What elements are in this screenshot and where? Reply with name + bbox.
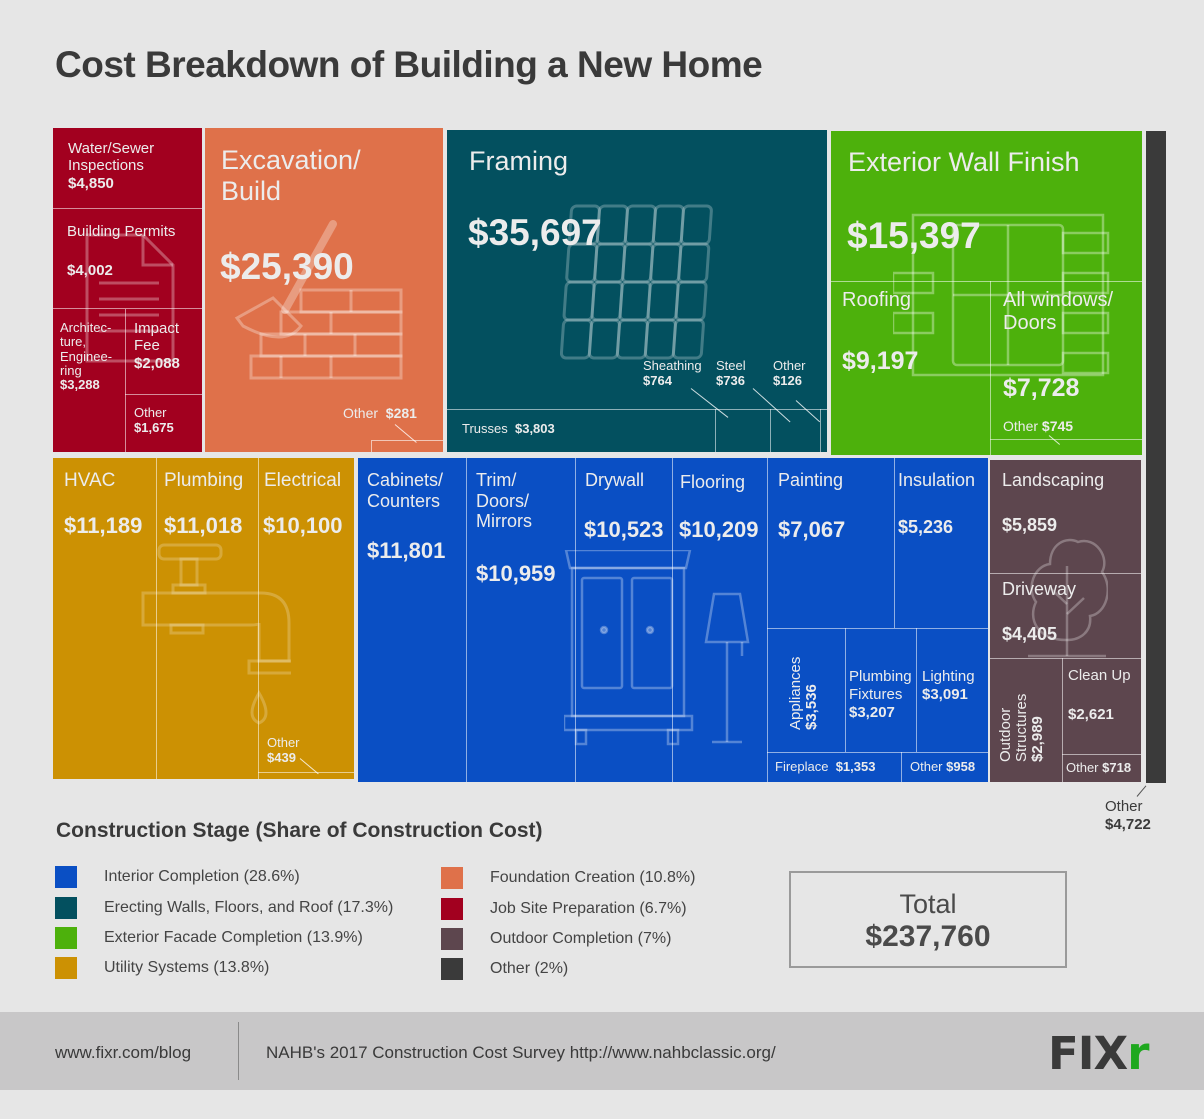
block-hvac-label: HVAC bbox=[64, 470, 116, 491]
block-roofing-label: Roofing bbox=[842, 289, 911, 311]
block-windows-label: All windows/ Doors bbox=[1003, 289, 1114, 334]
footer-divider bbox=[238, 1022, 239, 1080]
block-impact-fee: Impact Fee $2,088 bbox=[134, 320, 180, 372]
block-architecture: Architec- ture, Enginee- ring $3,288 bbox=[60, 320, 113, 393]
block-trim-value: $10,959 bbox=[476, 561, 556, 586]
block-fireplace: Fireplace $1,353 bbox=[775, 759, 876, 774]
block-outdoor-structures: Outdoor Structures $2,989 bbox=[997, 693, 1046, 762]
block-flooring-label: Flooring bbox=[680, 472, 746, 492]
block-insulation-value: $5,236 bbox=[898, 517, 954, 537]
group-outdoor-completion: Landscaping $5,859 Driveway $4,405 Outdo… bbox=[990, 460, 1141, 782]
legend-item: Exterior Facade Completion (13.9%) bbox=[55, 927, 363, 949]
legend-swatch bbox=[441, 928, 463, 950]
block-drywall-value: $10,523 bbox=[584, 517, 664, 542]
block-plumbing-fixtures: Plumbing Fixtures $3,207 bbox=[849, 668, 912, 721]
block-drywall-label: Drywall bbox=[585, 470, 645, 490]
legend-item: Interior Completion (28.6%) bbox=[55, 866, 300, 888]
block-appliances: Appliances $3,536 bbox=[787, 656, 820, 730]
total-box: Total $237,760 bbox=[789, 871, 1067, 968]
legend-swatch bbox=[55, 927, 77, 949]
legend-swatch bbox=[441, 898, 463, 920]
block-excavation-label: Excavation/ Build bbox=[221, 145, 361, 207]
block-insulation-label: Insulation bbox=[898, 470, 976, 490]
block-cleanup-label: Clean Up bbox=[1068, 667, 1131, 684]
block-excavation-value: $25,390 bbox=[220, 246, 354, 287]
legend-item: Foundation Creation (10.8%) bbox=[441, 867, 695, 889]
block-building-permits-label: Building Permits bbox=[67, 223, 176, 240]
block-sheathing: Sheathing $764 bbox=[643, 358, 702, 388]
block-driveway-label: Driveway bbox=[1002, 579, 1077, 599]
block-cleanup-value: $2,621 bbox=[1068, 706, 1114, 723]
block-landscaping-label: Landscaping bbox=[1002, 470, 1105, 490]
trowel-brick-icon bbox=[234, 220, 403, 380]
block-facade-other: Other $745 bbox=[1003, 418, 1074, 434]
block-framing-other: Other $126 bbox=[773, 358, 806, 388]
legend-item: Erecting Walls, Floors, and Roof (17.3%) bbox=[55, 897, 393, 919]
block-exterior-wall-label: Exterior Wall Finish bbox=[848, 147, 1080, 177]
block-trusses: Trusses $3,803 bbox=[462, 421, 555, 436]
group-exterior-facade: Exterior Wall Finish $15,397 Roofing $9,… bbox=[831, 131, 1142, 455]
total-label: Total bbox=[899, 889, 957, 919]
page-title: Cost Breakdown of Building a New Home bbox=[55, 44, 763, 85]
block-painting-label: Painting bbox=[778, 470, 844, 490]
total-value: $237,760 bbox=[865, 920, 991, 953]
block-flooring-value: $10,209 bbox=[679, 517, 759, 542]
group-erecting-walls: Framing $35,697 Trusses $3,803 Sheathing… bbox=[447, 130, 827, 452]
block-framing-value: $35,697 bbox=[468, 212, 602, 253]
block-other-outside: Other $4,722 bbox=[1105, 798, 1151, 833]
legend-swatch bbox=[441, 867, 463, 889]
legend-swatch bbox=[55, 866, 77, 888]
block-building-permits-value: $4,002 bbox=[67, 262, 113, 279]
footer-source: NAHB's 2017 Construction Cost Survey htt… bbox=[266, 1043, 776, 1062]
block-plumbing-label: Plumbing bbox=[164, 470, 244, 491]
block-framing-label: Framing bbox=[469, 146, 569, 176]
block-cabinets-label: Cabinets/ Counters bbox=[367, 470, 444, 511]
legend-swatch bbox=[441, 958, 463, 980]
block-roofing-value: $9,197 bbox=[842, 347, 919, 375]
block-steel: Steel $736 bbox=[716, 358, 746, 388]
block-electrical-label: Electrical bbox=[264, 470, 342, 491]
block-outdoor-other: Other $718 bbox=[1066, 760, 1132, 775]
block-trim-label: Trim/ Doors/ Mirrors bbox=[476, 470, 532, 532]
group-utility-systems: HVAC $11,189 Plumbing $11,018 Electrical… bbox=[53, 458, 354, 779]
group-other bbox=[1146, 131, 1166, 783]
block-cabinets-value: $11,801 bbox=[367, 538, 446, 563]
block-plumbing-value: $11,018 bbox=[164, 513, 243, 538]
block-landscaping-value: $5,859 bbox=[1002, 515, 1058, 535]
footer: www.fixr.com/blog NAHB's 2017 Constructi… bbox=[0, 1012, 1204, 1090]
faucet-icon bbox=[141, 543, 291, 725]
group-foundation-creation: Excavation/ Build $25,390 Other $281 bbox=[205, 128, 443, 452]
legend-title: Construction Stage (Share of Constructio… bbox=[56, 819, 543, 842]
block-lighting: Lighting $3,091 bbox=[922, 668, 975, 703]
block-utility-other: Other $439 bbox=[267, 735, 300, 765]
block-driveway-value: $4,405 bbox=[1002, 624, 1058, 644]
fixr-logo: FIXr bbox=[1048, 1027, 1149, 1080]
block-water-sewer: Water/Sewer Inspections $4,850 bbox=[68, 140, 155, 192]
block-exterior-wall-value: $15,397 bbox=[847, 215, 981, 256]
block-interior-other: Other $958 bbox=[910, 759, 976, 774]
legend-swatch bbox=[55, 957, 77, 979]
legend-item: Job Site Preparation (6.7%) bbox=[441, 898, 687, 920]
group-job-site-preparation: Water/Sewer Inspections $4,850 Building P… bbox=[53, 128, 202, 452]
legend-item: Utility Systems (13.8%) bbox=[55, 957, 269, 979]
cabinet-lamp-icon bbox=[564, 550, 750, 746]
group-interior-completion: Cabinets/ Counters $11,801 Trim/ Doors/ … bbox=[358, 458, 988, 782]
block-excavation-other: Other $281 bbox=[343, 405, 417, 421]
block-painting-value: $7,067 bbox=[778, 517, 846, 542]
block-windows-value: $7,728 bbox=[1003, 374, 1080, 402]
legend-item: Other (2%) bbox=[441, 958, 568, 980]
block-electrical-value: $10,100 bbox=[263, 513, 343, 538]
legend-item: Outdoor Completion (7%) bbox=[441, 928, 671, 950]
block-job-other: Other $1,675 bbox=[134, 405, 174, 435]
footer-url-link[interactable]: www.fixr.com/blog bbox=[55, 1043, 192, 1062]
legend-swatch bbox=[55, 897, 77, 919]
block-hvac-value: $11,189 bbox=[64, 513, 143, 538]
